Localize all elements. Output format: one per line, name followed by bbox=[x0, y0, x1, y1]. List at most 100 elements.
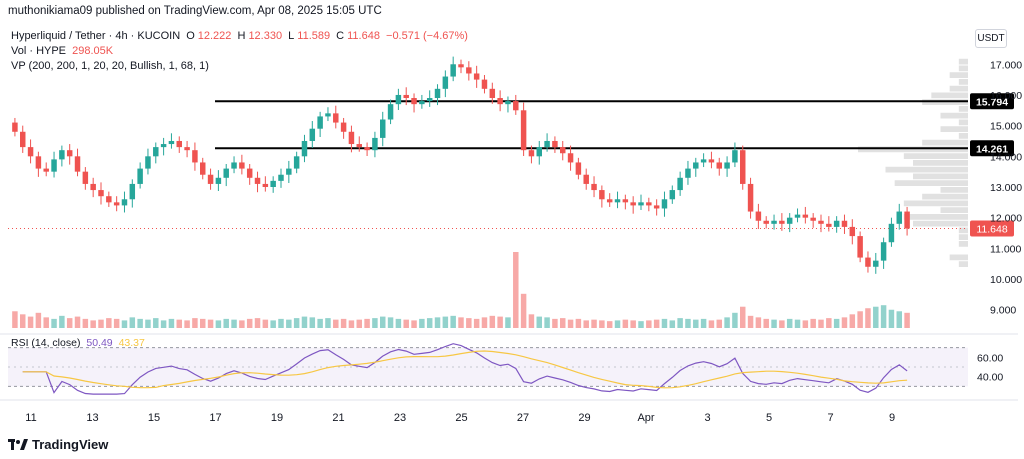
volume-profile-bar bbox=[922, 193, 968, 200]
candle-body bbox=[489, 88, 496, 99]
open-label: O bbox=[186, 30, 195, 42]
candle-body bbox=[888, 223, 895, 243]
candle-body bbox=[262, 183, 269, 187]
time-axis[interactable]: 11 13 15 17 19 21 23 25 27 29 Apr 3 5 7 9 bbox=[25, 412, 895, 424]
candle-body bbox=[66, 150, 73, 157]
candle-body bbox=[466, 67, 472, 74]
candle-body bbox=[763, 220, 769, 224]
volume-bar bbox=[301, 316, 308, 328]
volume-bar bbox=[630, 320, 636, 328]
volume-bar bbox=[599, 320, 605, 328]
volume-bar bbox=[356, 319, 362, 328]
candle-body bbox=[200, 162, 206, 175]
volume-bar bbox=[904, 312, 910, 328]
volume-label[interactable]: Vol · HYPE bbox=[11, 45, 67, 57]
volume-bar bbox=[293, 318, 300, 328]
candle-body bbox=[513, 101, 519, 111]
volume-bar bbox=[372, 318, 378, 328]
candle-body bbox=[755, 211, 762, 221]
time-tick-label: 15 bbox=[148, 412, 160, 424]
candle-body bbox=[591, 183, 597, 191]
candle-body bbox=[826, 223, 832, 227]
volume-bar bbox=[653, 319, 660, 328]
symbol-legend: Hyperliquid / Tether · 4h · KUCOIN O 12.2… bbox=[11, 30, 471, 42]
candle-body bbox=[333, 113, 339, 123]
volume-profile-bar bbox=[940, 187, 968, 193]
volume-bar bbox=[693, 319, 699, 328]
candle-body bbox=[387, 104, 394, 120]
candle-body bbox=[293, 156, 300, 169]
candle-body bbox=[794, 214, 801, 218]
volume-bar bbox=[121, 320, 128, 328]
candle-body bbox=[411, 98, 417, 105]
candle-body bbox=[309, 128, 316, 141]
candle-body bbox=[340, 122, 347, 132]
volume-histogram bbox=[12, 252, 910, 328]
volume-bar bbox=[779, 320, 785, 328]
time-tick-label: 23 bbox=[394, 412, 406, 424]
volume-bar bbox=[614, 320, 621, 328]
volume-bar bbox=[12, 311, 18, 328]
volume-bar bbox=[606, 321, 613, 328]
volume-profile-bar bbox=[858, 146, 968, 153]
tradingview-icon bbox=[8, 438, 28, 450]
candle-body bbox=[403, 94, 409, 99]
volume-bar bbox=[246, 318, 253, 328]
candle-series bbox=[12, 56, 910, 274]
volume-legend: Vol · HYPE 298.05K bbox=[11, 45, 116, 57]
candle-body bbox=[278, 174, 284, 181]
candle-body bbox=[599, 190, 605, 200]
candle-body bbox=[724, 162, 730, 169]
currency-button[interactable]: USDT bbox=[975, 29, 1007, 48]
candle-body bbox=[27, 147, 34, 157]
candle-body bbox=[434, 88, 441, 99]
tradingview-logo[interactable]: TradingView bbox=[8, 437, 108, 452]
horizontal-lines[interactable]: 15.794 14.261 11.648 bbox=[8, 93, 1014, 237]
rsi-tick-label: 60.00 bbox=[977, 352, 1003, 364]
price-axis[interactable]: 9.000 10.000 11.000 12.000 13.000 14.000 15.00… bbox=[977, 59, 1022, 383]
volume-bar bbox=[481, 317, 488, 328]
candle-body bbox=[239, 162, 245, 169]
symbol-name[interactable]: Hyperliquid / Tether · 4h · KUCOIN bbox=[11, 30, 181, 42]
volume-bar bbox=[826, 318, 832, 328]
candle-body bbox=[426, 98, 433, 102]
candle-body bbox=[528, 150, 535, 157]
horizontal-line-label: 14.261 bbox=[976, 143, 1008, 155]
candle-body bbox=[207, 174, 214, 184]
volume-profile-bar bbox=[913, 173, 968, 180]
volume-bar bbox=[207, 319, 214, 328]
time-tick-label: 3 bbox=[704, 412, 710, 424]
candle-body bbox=[98, 190, 104, 197]
volume-bar bbox=[160, 320, 167, 328]
candle-body bbox=[372, 137, 378, 151]
volume-bar bbox=[309, 317, 316, 328]
volume-bar bbox=[708, 320, 715, 328]
volume-bar bbox=[896, 311, 902, 328]
volume-bar bbox=[387, 317, 394, 328]
candle-body bbox=[137, 168, 143, 184]
rsi-label[interactable]: RSI (14, close) bbox=[11, 337, 81, 349]
volume-bar bbox=[833, 318, 840, 328]
candle-body bbox=[732, 150, 738, 163]
candle-body bbox=[43, 168, 49, 172]
candle-body bbox=[536, 147, 542, 157]
candle-body bbox=[669, 190, 676, 200]
candle-body bbox=[810, 217, 816, 221]
price-tick-label: 14.000 bbox=[990, 151, 1022, 163]
volume-bar bbox=[184, 320, 190, 328]
time-tick-label: 25 bbox=[455, 412, 467, 424]
price-tick-label: 17.000 bbox=[990, 59, 1022, 71]
volume-bar bbox=[622, 319, 629, 328]
volume-bar bbox=[794, 319, 801, 328]
candle-body bbox=[849, 226, 856, 237]
candle-body bbox=[606, 199, 613, 203]
candle-body bbox=[82, 171, 89, 184]
volume-bar bbox=[771, 319, 777, 328]
volume-bar bbox=[497, 316, 503, 328]
candle-body bbox=[121, 199, 128, 206]
candle-body bbox=[356, 144, 362, 148]
rsi-legend: RSI (14, close) 50.49 43.37 bbox=[11, 337, 148, 349]
vp-label[interactable]: VP (200, 200, 1, 20, 20, Bullish, 1, 68,… bbox=[11, 60, 209, 72]
volume-bar bbox=[262, 319, 269, 328]
